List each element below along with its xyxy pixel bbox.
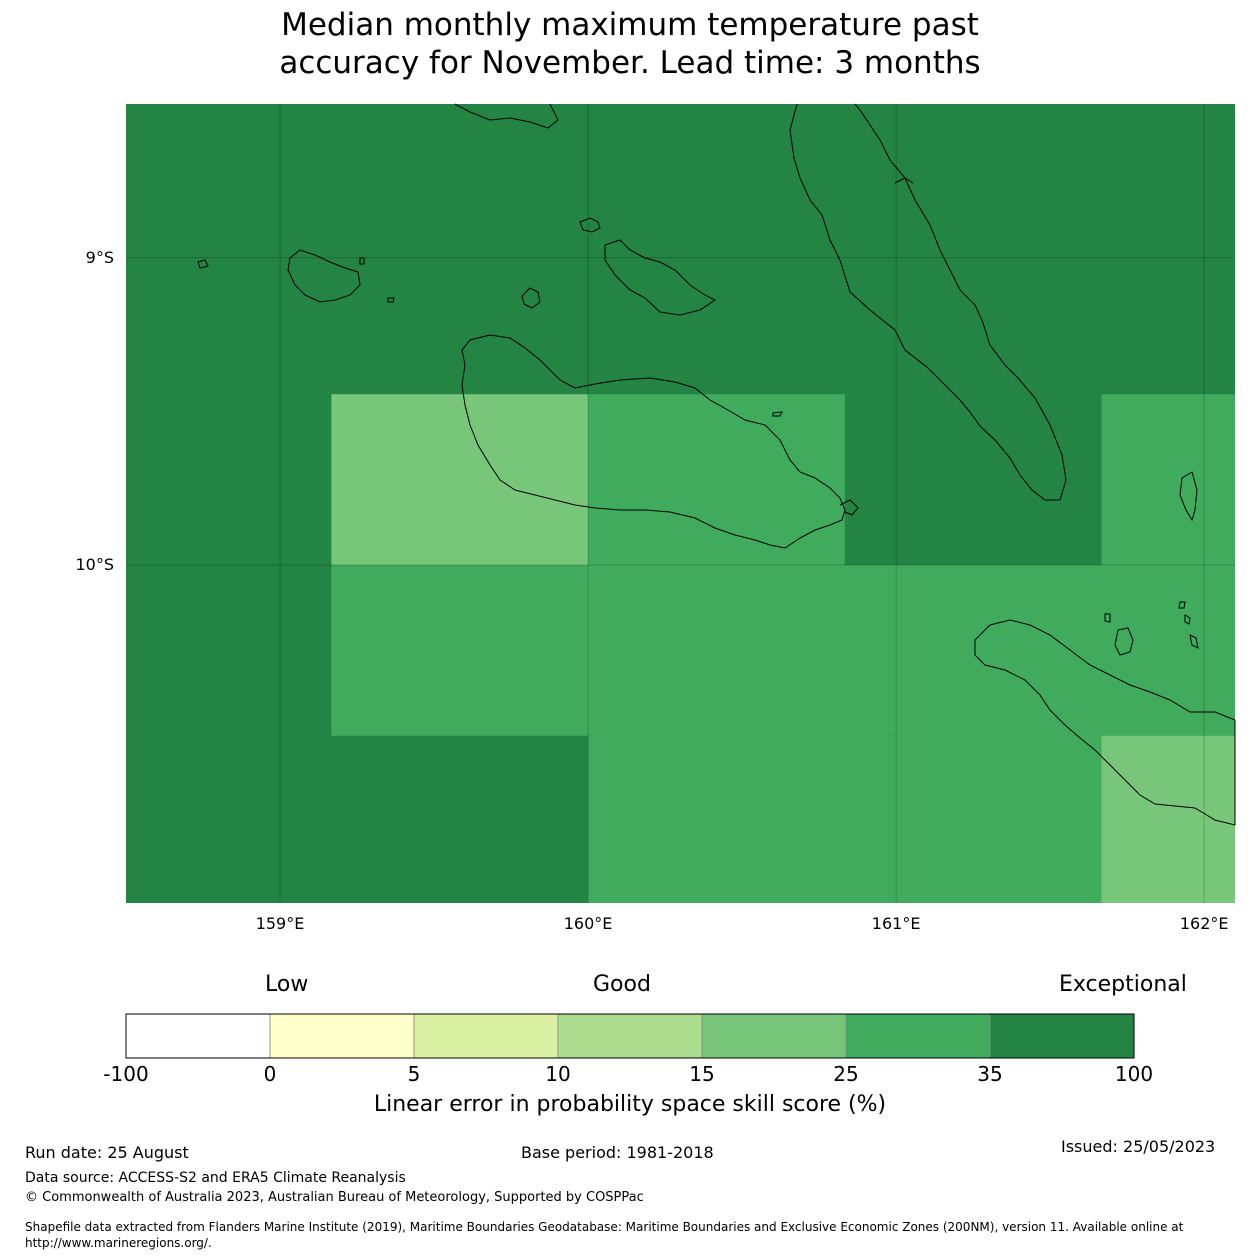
longitude-tick-label: 162°E	[1179, 914, 1229, 933]
colorbar-bin	[269, 1013, 415, 1059]
colorbar	[125, 1013, 1135, 1059]
grid-cell	[588, 735, 1102, 903]
coastline-islet	[197, 259, 209, 269]
colorbar-bin	[989, 1013, 1135, 1059]
coastline-savo	[521, 287, 541, 309]
coastlines	[197, 103, 1236, 826]
grid-cell	[1101, 394, 1235, 565]
issued-date: Issued: 25/05/2023	[1061, 1137, 1216, 1156]
colorbar-bin	[125, 1013, 271, 1059]
colorbar-bin	[701, 1013, 847, 1059]
colorbar-outline	[125, 1013, 1135, 1059]
longitude-tick-label: 161°E	[871, 914, 921, 933]
skill-grid-cells	[126, 104, 1236, 903]
longitude-tick-label: 159°E	[255, 914, 305, 933]
coastline-new-georgia-fragment	[454, 103, 559, 129]
grid-cell	[588, 394, 845, 565]
coastline-islet	[1189, 634, 1199, 649]
colorbar-label: Linear error in probability space skill …	[373, 1092, 887, 1117]
coastline-islet	[1184, 614, 1191, 625]
grid-cell	[1101, 735, 1235, 903]
colorbar-tick-label: 35	[977, 1062, 1003, 1086]
colorbar-tick-label: 0	[263, 1062, 277, 1086]
colorbar-tick-label: -100	[103, 1062, 149, 1086]
colorbar-tick-label: 100	[1114, 1062, 1154, 1086]
run-date: Run date: 25 August	[25, 1143, 189, 1162]
longitude-tick-label: 160°E	[563, 914, 613, 933]
colorbar-category-exceptional: Exceptional	[1059, 972, 1187, 997]
coastline-florida-islands	[604, 239, 716, 316]
coastline-islet	[387, 297, 395, 303]
coastline-guadalcanal	[461, 334, 846, 549]
coastline-guadalcanal-tip	[839, 499, 859, 516]
coastline-makira	[974, 619, 1236, 826]
title-line-1: Median monthly maximum temperature past	[281, 7, 979, 43]
colorbar-tick-label: 5	[407, 1062, 421, 1086]
latitude-tick-label: 10°S	[75, 554, 114, 574]
coastline-islet	[579, 217, 601, 233]
grid-cell	[331, 394, 589, 565]
map-title: Median monthly maximum temperature past …	[0, 6, 1260, 82]
coastline-islet	[894, 177, 914, 184]
coastline-santa-isabel	[789, 103, 1067, 501]
data-source: Data source: ACCESS-S2 and ERA5 Climate …	[25, 1170, 406, 1186]
colorbar-tick-label: 10	[545, 1062, 571, 1086]
shapefile-credit-line-2: http://www.marineregions.org/.	[25, 1236, 212, 1250]
colorbar-tick-label: 15	[689, 1062, 715, 1086]
latitude-tick-label: 9°S	[85, 247, 114, 267]
coastline-islet	[1178, 601, 1186, 609]
coastline-russell-islands	[287, 249, 361, 303]
coastline-islet	[359, 257, 365, 265]
coastline-islet	[772, 411, 783, 417]
shapefile-credit-line-1: Shapefile data extracted from Flanders M…	[25, 1220, 1184, 1234]
title-line-2: accuracy for November. Lead time: 3 mont…	[279, 45, 981, 81]
grid-cell	[331, 564, 1236, 736]
copyright: © Commonwealth of Australia 2023, Austra…	[25, 1190, 644, 1205]
colorbar-bin	[557, 1013, 703, 1059]
colorbar-bin	[845, 1013, 991, 1059]
colorbar-bin	[413, 1013, 559, 1059]
coastline-islet	[1114, 627, 1134, 656]
base-period: Base period: 1981-2018	[521, 1143, 714, 1162]
colorbar-category-good: Good	[593, 972, 651, 997]
colorbar-category-low: Low	[265, 972, 309, 997]
coastline-islet	[1104, 613, 1111, 623]
colorbar-tick-label: 25	[833, 1062, 859, 1086]
graticule	[126, 104, 1235, 903]
coastline-ulawa	[1179, 471, 1198, 522]
